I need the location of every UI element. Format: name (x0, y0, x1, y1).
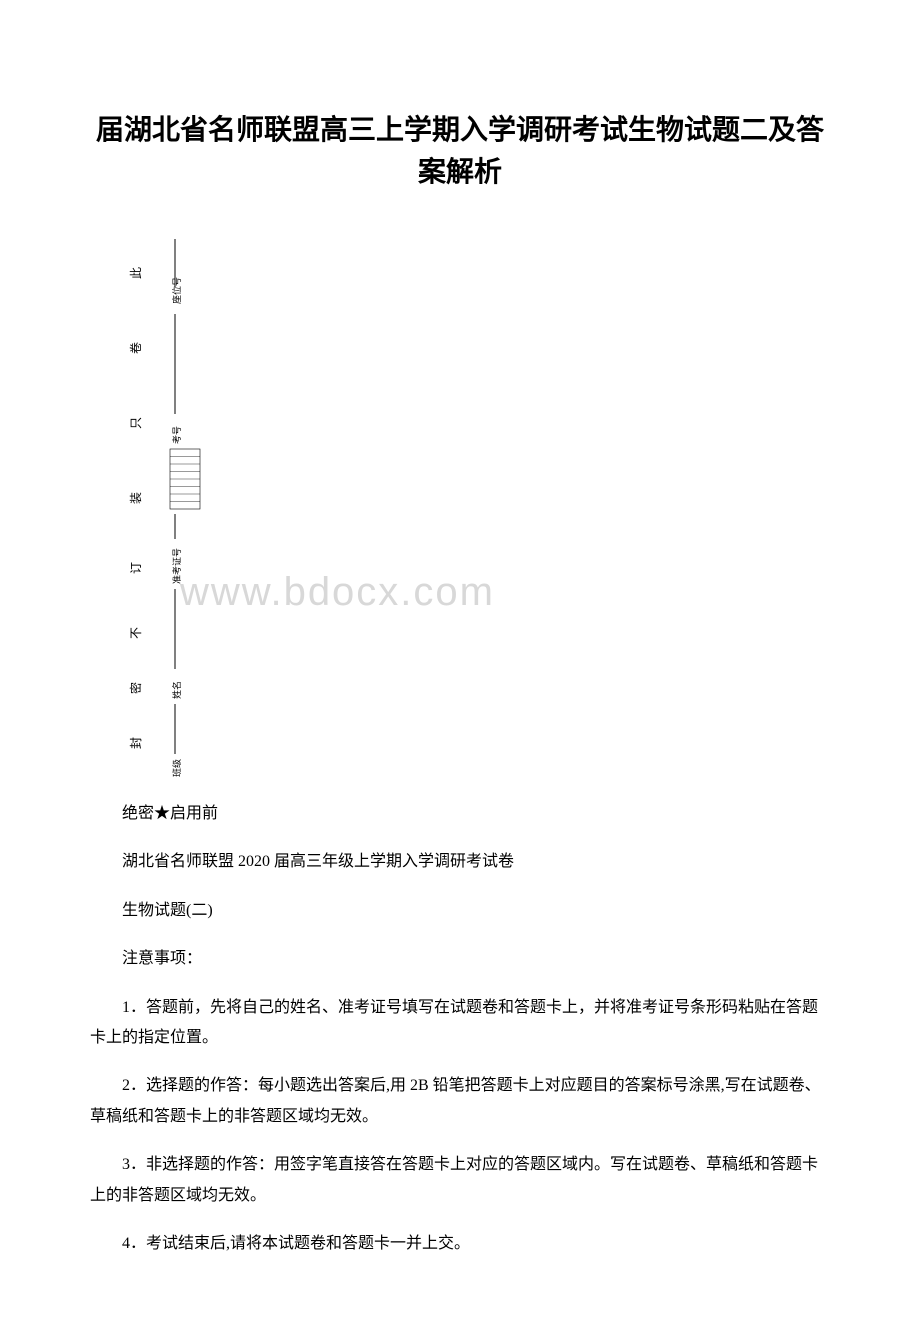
char-feng: 封 (129, 737, 143, 749)
inner-column: 座位号 考号 准考证号 (170, 239, 200, 777)
label-seat: 座位号 (171, 277, 182, 304)
instruction-3: 3．非选择题的作答：用签字笔直接答在答题卡上对应的答题区域内。写在试题卷、草稿纸… (90, 1150, 830, 1211)
watermark-text: www.bdocx.com (180, 570, 495, 615)
instruction-2: 2．选择题的作答：每小题选出答案后,用 2B 铅笔把答题卡上对应题目的答案标号涂… (90, 1071, 830, 1132)
exam-institution-line: 湖北省名师联盟 2020 届高三年级上学期入学调研考试卷 (90, 847, 830, 877)
label-class: 班级 (171, 759, 182, 777)
confidential-marker: 绝密★启用前 (90, 799, 830, 829)
document-title: 届湖北省名师联盟高三上学期入学调研考试生物试题二及答案解析 (90, 110, 830, 194)
instruction-4: 4．考试结束后,请将本试题卷和答题卡一并上交。 (90, 1229, 830, 1259)
label-name: 姓名 (171, 681, 182, 699)
char-mi: 密 (128, 682, 143, 694)
subject-line: 生物试题(二) (90, 896, 830, 926)
notice-header: 注意事项： (90, 944, 830, 974)
grid-block (170, 449, 200, 509)
binding-margin-diagram: 此 卷 只 装 订 不 密 封 座位号 考号 (110, 219, 250, 779)
outer-vertical-text: 此 卷 只 装 订 不 密 封 (128, 267, 143, 749)
char-zhuang: 装 (129, 492, 143, 504)
char-ci: 此 (129, 267, 143, 279)
label-kaohao: 考号 (172, 426, 182, 444)
char-bu: 不 (129, 627, 143, 639)
char-ding: 订 (129, 562, 143, 574)
instruction-1: 1．答题前，先将自己的姓名、准考证号填写在试题卷和答题卡上，并将准考证号条形码粘… (90, 993, 830, 1054)
char-zhi: 只 (129, 417, 143, 429)
char-juan: 卷 (128, 342, 143, 354)
